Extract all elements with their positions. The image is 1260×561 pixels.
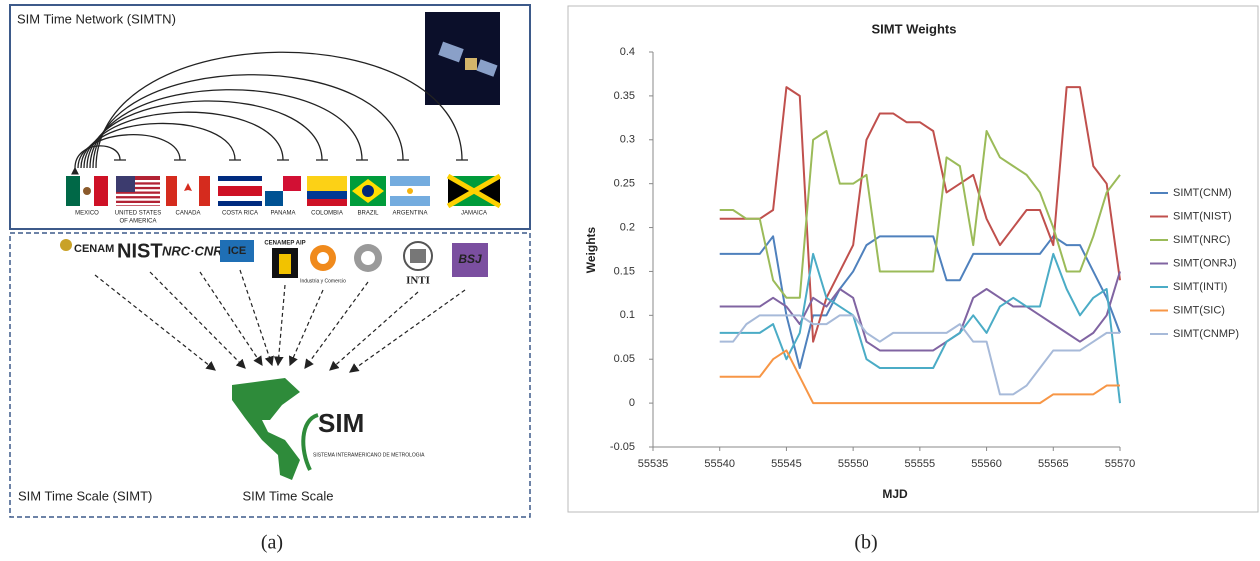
institute-logo: CENAMEP AIP — [264, 241, 305, 247]
country-label: BRAZIL — [357, 211, 379, 217]
y-tick-label: 0.2 — [620, 221, 635, 233]
country-label: MEXICO — [75, 211, 99, 217]
country-label: OF AMERICA — [119, 219, 156, 225]
legend-label: SIMT(CNMP) — [1173, 328, 1239, 340]
country-label: PANAMA — [271, 211, 296, 217]
institute-logo: NIST — [117, 240, 163, 262]
network-title: SIM Time Network (SIMTN) — [17, 11, 176, 26]
y-tick-label: 0.4 — [620, 46, 635, 58]
panel-a: SIM Time Network (SIMTN) — [10, 5, 530, 554]
institute-logo: ICE — [228, 245, 246, 257]
panel-b: SIMT Weights Weights MJD -0.05 0 0.05 0.1 0.… — [568, 6, 1258, 512]
x-tick-label: 55535 — [638, 458, 669, 470]
legend-label: SIMT(NIST) — [1173, 210, 1232, 222]
y-axis-label: Weights — [584, 226, 598, 273]
legend-label: SIMT(INTI) — [1173, 281, 1227, 293]
legend-label: SIMT(CNM) — [1173, 187, 1232, 199]
y-tick-label: 0 — [629, 397, 635, 409]
country-label: JAMAICA — [461, 211, 487, 217]
legend-label: SIMT(NRC) — [1173, 234, 1230, 246]
caption: (a) — [261, 532, 283, 554]
country-label: COLOMBIA — [311, 211, 343, 217]
x-tick-label: 55570 — [1105, 458, 1136, 470]
x-axis-label: MJD — [882, 487, 908, 501]
y-tick-label: 0.35 — [614, 90, 635, 102]
x-tick-label: 55545 — [771, 458, 802, 470]
x-tick-label: 55540 — [704, 458, 735, 470]
sim-logo: SIM SISTEMA INTERAMERICANO DE METROLOGIA — [232, 378, 425, 480]
institute-logo: INTI — [406, 275, 430, 287]
country-label: UNITED STATES — [115, 211, 161, 217]
sim-name: SIM — [318, 408, 364, 438]
chart-frame — [568, 6, 1258, 512]
links — [75, 52, 468, 168]
scale-caption: SIM Time Scale — [242, 488, 333, 503]
satellite-image — [425, 12, 500, 105]
y-tick-label: 0.3 — [620, 134, 635, 146]
sim-subtitle: SISTEMA INTERAMERICANO DE METROLOGIA — [313, 452, 425, 458]
x-tick-label: 55565 — [1038, 458, 1069, 470]
y-tick-label: 0.1 — [620, 309, 635, 321]
y-tick-label: 0.15 — [614, 265, 635, 277]
institute-logo: Industria y Comercio — [300, 278, 346, 284]
x-tick-label: 55555 — [905, 458, 936, 470]
x-tick-label: 55560 — [971, 458, 1002, 470]
institute-logos: CENAM NIST NRC·CNRC ICE CENAMEP AIP Indu… — [60, 239, 488, 287]
country-label: CANADA — [175, 211, 200, 217]
flags — [66, 176, 500, 206]
country-labels: MEXICO UNITED STATES OF AMERICA CANADA C… — [75, 211, 487, 225]
chart-title: SIMT Weights — [872, 21, 957, 36]
legend-label: SIMT(SIC) — [1173, 304, 1225, 316]
institute-logo: BSJ — [458, 252, 482, 266]
y-tick-label: -0.05 — [610, 441, 635, 453]
legend-label: SIMT(ONRJ) — [1173, 257, 1237, 269]
y-tick-label: 0.05 — [614, 353, 635, 365]
institute-logo: CENAM — [74, 243, 114, 255]
scale-label: SIM Time Scale (SIMT) — [18, 488, 152, 503]
country-label: COSTA RICA — [222, 211, 258, 217]
y-tick-label: 0.25 — [614, 178, 635, 190]
x-tick-label: 55550 — [838, 458, 869, 470]
figure: SIM Time Network (SIMTN) — [0, 0, 1260, 561]
country-label: ARGENTINA — [392, 211, 427, 217]
caption: (b) — [854, 532, 877, 554]
